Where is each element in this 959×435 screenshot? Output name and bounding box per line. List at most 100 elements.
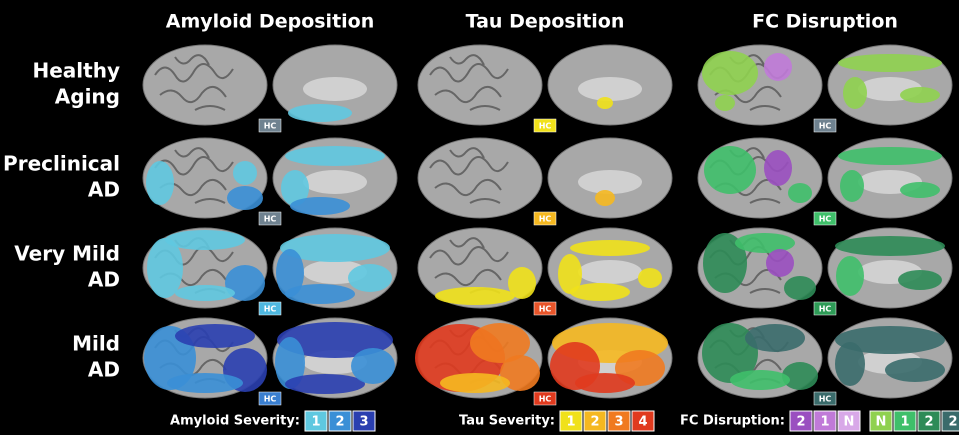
gyri bbox=[154, 147, 234, 204]
hc-badge bbox=[533, 301, 557, 316]
brain-lateral bbox=[142, 227, 268, 309]
hc-badge-text: HC bbox=[264, 122, 277, 131]
legend-swatch bbox=[941, 410, 959, 432]
gyri bbox=[429, 147, 509, 204]
region-patch bbox=[597, 97, 613, 109]
region-patch bbox=[570, 240, 650, 256]
region-patch bbox=[285, 284, 355, 304]
hc-badge bbox=[813, 211, 837, 226]
region-patch bbox=[735, 233, 795, 253]
region-patch bbox=[836, 256, 864, 296]
region-patch bbox=[638, 268, 662, 288]
region-patch bbox=[165, 230, 245, 250]
region-patch bbox=[838, 147, 942, 165]
region-patch bbox=[702, 323, 758, 383]
row-label: Aging bbox=[55, 85, 120, 109]
hc-badge-text: HC bbox=[264, 215, 277, 224]
legend-label: Amyloid Severity: bbox=[170, 414, 300, 429]
brain-medial bbox=[272, 44, 398, 126]
region-patch bbox=[440, 373, 510, 393]
legend-swatch-text: 2 bbox=[590, 415, 599, 430]
column-title: FC Disruption bbox=[752, 11, 898, 33]
brain-medial bbox=[827, 317, 953, 399]
hc-badge-text: HC bbox=[264, 395, 277, 404]
brain-lateral bbox=[417, 137, 543, 219]
legend-swatch-text: 3 bbox=[614, 415, 623, 430]
brain-lateral bbox=[697, 227, 823, 309]
brain-lateral bbox=[417, 227, 543, 309]
region-patch bbox=[285, 374, 365, 394]
brain-medial bbox=[547, 44, 673, 126]
legend-swatch bbox=[917, 410, 941, 432]
hc-badge-text: HC bbox=[819, 395, 832, 404]
hc-badge bbox=[258, 211, 282, 226]
legend-swatch bbox=[631, 410, 655, 432]
hc-badge-text: HC bbox=[539, 305, 552, 314]
legend-swatch bbox=[789, 410, 813, 432]
hc-badge bbox=[533, 391, 557, 406]
hc-badge-text: HC bbox=[264, 305, 277, 314]
legend-label: Tau Severity: bbox=[459, 414, 555, 429]
legend-swatch-text: 1 bbox=[900, 415, 909, 430]
brain-medial bbox=[547, 317, 673, 399]
brain-medial bbox=[272, 137, 398, 219]
row-label: Very Mild bbox=[14, 242, 120, 266]
gyri bbox=[429, 237, 509, 294]
region-patch bbox=[835, 326, 945, 354]
corpus-callosum bbox=[578, 170, 642, 194]
region-patch bbox=[835, 236, 945, 256]
legend-swatch bbox=[583, 410, 607, 432]
legend-swatch-text: 2 bbox=[796, 415, 805, 430]
region-patch bbox=[764, 53, 792, 81]
region-patch bbox=[766, 249, 794, 277]
region-patch bbox=[702, 51, 758, 95]
legend-swatch bbox=[304, 410, 328, 432]
region-patch bbox=[225, 265, 265, 301]
region-patch bbox=[570, 283, 630, 301]
brain-lateral bbox=[697, 44, 823, 126]
region-patch bbox=[730, 370, 790, 390]
legend-swatch bbox=[607, 410, 631, 432]
hc-badge bbox=[258, 391, 282, 406]
corpus-callosum bbox=[303, 170, 367, 194]
legend-swatch-text: N bbox=[876, 415, 887, 430]
region-patch bbox=[175, 324, 255, 348]
legend-label: FC Disruption: bbox=[680, 414, 785, 429]
region-patch bbox=[285, 146, 385, 166]
region-patch bbox=[281, 170, 309, 206]
column-title: Tau Deposition bbox=[466, 11, 625, 33]
hc-badge bbox=[258, 301, 282, 316]
brain-medial bbox=[272, 227, 398, 309]
legend-swatch-text: 1 bbox=[820, 415, 829, 430]
row-label: AD bbox=[88, 268, 120, 292]
region-patch bbox=[227, 186, 263, 210]
region-patch bbox=[715, 95, 735, 111]
region-patch bbox=[276, 249, 304, 297]
brain-lateral bbox=[417, 44, 543, 126]
region-patch bbox=[885, 358, 945, 382]
legend-swatch-text: 1 bbox=[566, 415, 575, 430]
brain-medial bbox=[547, 137, 673, 219]
region-patch bbox=[435, 287, 515, 305]
brain-lateral bbox=[142, 137, 268, 219]
gyri bbox=[154, 237, 234, 294]
hc-badge-text: HC bbox=[539, 215, 552, 224]
region-patch bbox=[147, 238, 183, 298]
region-patch bbox=[351, 348, 395, 384]
brain-medial bbox=[827, 44, 953, 126]
legend-swatch-text: 2 bbox=[924, 415, 933, 430]
region-patch bbox=[840, 170, 864, 202]
region-patch bbox=[575, 373, 635, 393]
region-patch bbox=[838, 54, 942, 72]
legend-swatch-text: 2 bbox=[335, 415, 344, 430]
region-patch bbox=[275, 337, 305, 389]
corpus-callosum bbox=[578, 77, 642, 101]
hc-badge bbox=[533, 118, 557, 133]
region-patch bbox=[704, 146, 756, 194]
brain-lateral bbox=[415, 317, 543, 399]
region-patch bbox=[558, 254, 582, 294]
region-patch bbox=[843, 77, 867, 109]
corpus-callosum bbox=[303, 77, 367, 101]
legend-swatch-text: 1 bbox=[311, 415, 320, 430]
region-patch bbox=[784, 276, 816, 300]
